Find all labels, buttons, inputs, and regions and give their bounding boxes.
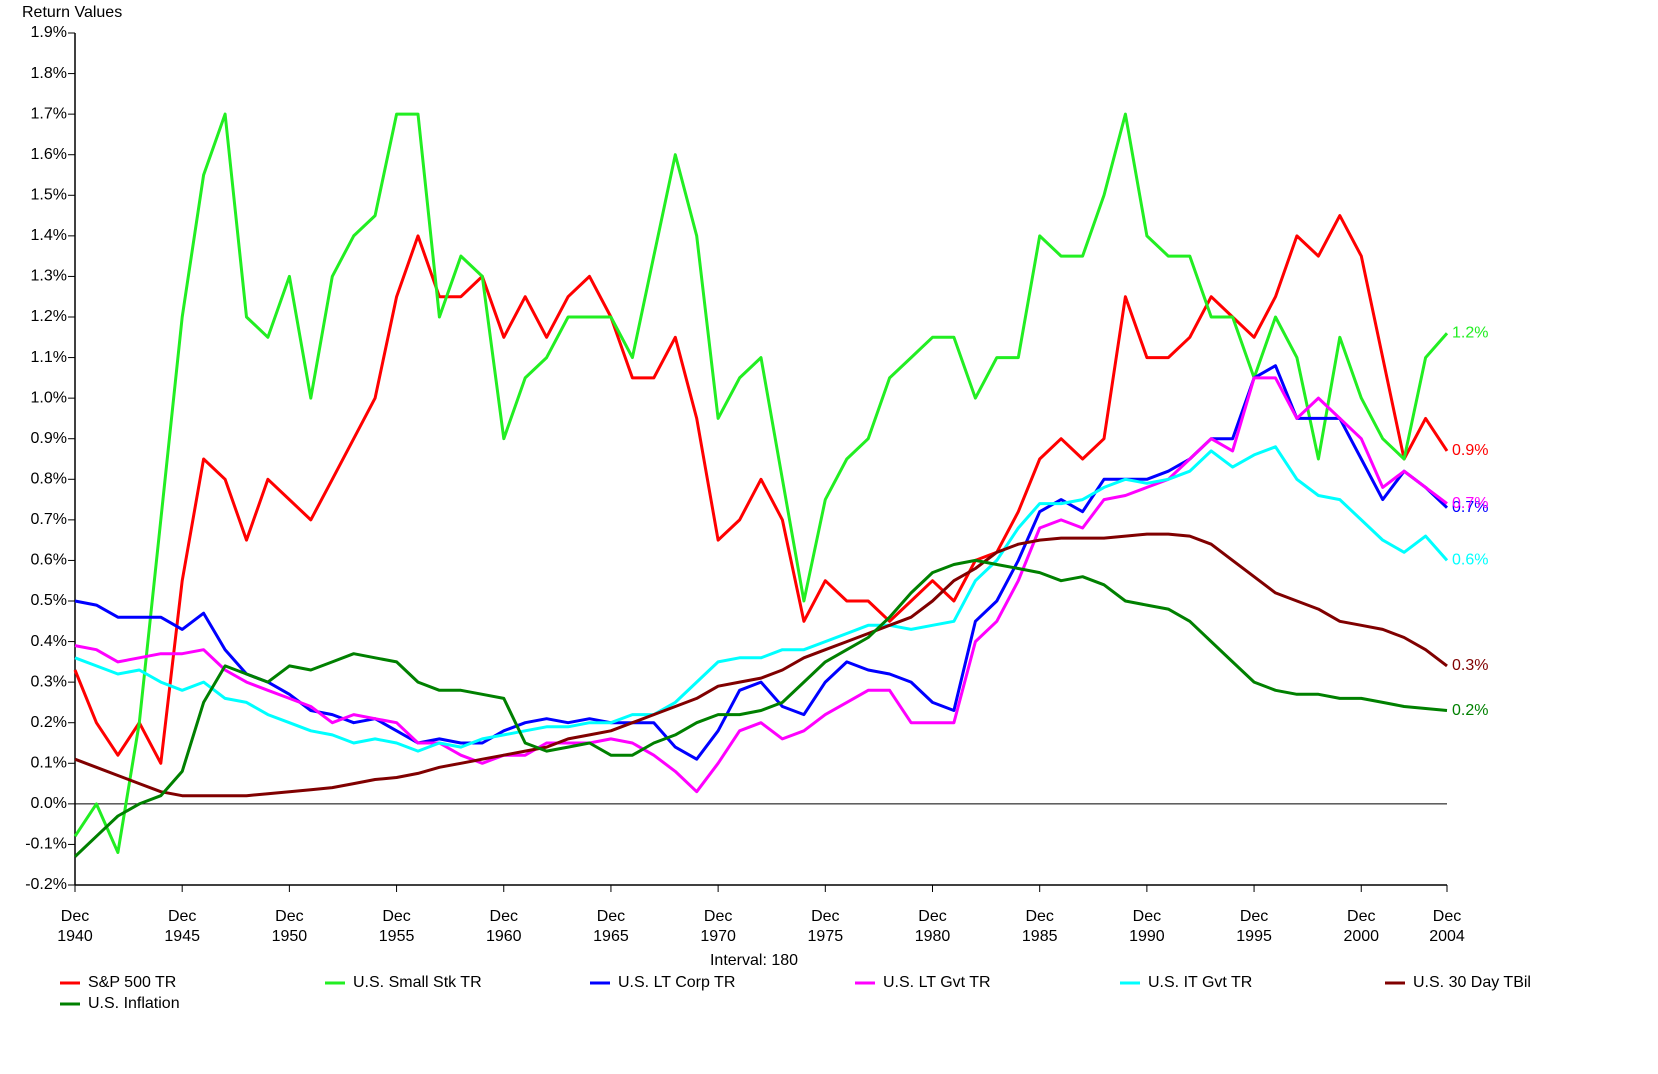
series-line bbox=[73, 558, 1448, 858]
y-tick-label: 0.3% bbox=[31, 673, 67, 690]
legend-label: U.S. Inflation bbox=[88, 995, 180, 1012]
legend-label: U.S. 30 Day TBil bbox=[1413, 974, 1531, 991]
y-axis-title: Return Values bbox=[22, 4, 122, 21]
x-tick-label: Dec 2000 bbox=[1343, 908, 1380, 945]
legend-label: U.S. LT Corp TR bbox=[618, 974, 735, 991]
y-tick-label: 0.4% bbox=[31, 633, 67, 650]
x-tick-label: Dec 1995 bbox=[1236, 908, 1272, 945]
end-label: 0.6% bbox=[1452, 552, 1488, 569]
x-tick-label: Dec 1990 bbox=[1129, 908, 1165, 945]
y-tick-label: 1.0% bbox=[31, 389, 67, 406]
legend-label: U.S. LT Gvt TR bbox=[883, 974, 991, 991]
x-tick-label: Dec 1970 bbox=[700, 908, 736, 945]
y-tick-label: 0.5% bbox=[31, 592, 67, 609]
y-tick-label: 0.8% bbox=[31, 471, 67, 488]
x-tick-label: Dec 1945 bbox=[164, 908, 200, 945]
end-label: 0.7% bbox=[1452, 495, 1488, 512]
x-tick-label: Dec 1965 bbox=[593, 908, 629, 945]
y-tick-label: 1.2% bbox=[31, 308, 67, 325]
legend-label: U.S. IT Gvt TR bbox=[1148, 974, 1252, 991]
end-label: 0.7% bbox=[1452, 499, 1488, 516]
y-tick-label: 1.3% bbox=[31, 268, 67, 285]
x-tick-label: Dec 1975 bbox=[807, 908, 844, 945]
x-tick-label: Dec 1955 bbox=[378, 908, 415, 945]
x-axis-title: Interval: 180 bbox=[710, 952, 798, 969]
series-line bbox=[74, 376, 1448, 794]
legend-label: U.S. Small Stk TR bbox=[353, 974, 482, 991]
y-tick-label: 1.1% bbox=[31, 349, 67, 366]
y-tick-label: 0.0% bbox=[31, 795, 67, 812]
y-tick-label: 0.6% bbox=[31, 552, 67, 569]
y-tick-label: 1.4% bbox=[31, 227, 67, 244]
y-tick-label: 1.5% bbox=[31, 187, 67, 204]
x-tick-label: Dec 1960 bbox=[485, 908, 522, 945]
end-label: 0.9% bbox=[1452, 442, 1488, 459]
y-tick-label: 0.7% bbox=[31, 511, 67, 528]
x-tick-label: Dec 1980 bbox=[914, 908, 951, 945]
series-line bbox=[74, 532, 1448, 798]
series-line bbox=[74, 445, 1449, 753]
x-tick-label: Dec 1940 bbox=[57, 908, 93, 945]
x-tick-label: Dec 1950 bbox=[271, 908, 308, 945]
y-tick-label: 0.2% bbox=[31, 714, 67, 731]
y-tick-label: -0.2% bbox=[25, 876, 67, 893]
y-tick-label: 0.1% bbox=[31, 755, 67, 772]
x-tick-label: Dec 2004 bbox=[1429, 908, 1465, 945]
legend-label: S&P 500 TR bbox=[88, 974, 176, 991]
y-tick-label: 1.9% bbox=[31, 24, 67, 41]
y-tick-label: 1.6% bbox=[31, 146, 67, 163]
end-label: 0.3% bbox=[1452, 657, 1488, 674]
y-tick-label: 1.7% bbox=[31, 105, 67, 122]
series-line bbox=[73, 214, 1449, 765]
x-tick-label: Dec 1985 bbox=[1021, 908, 1058, 945]
y-tick-label: 0.9% bbox=[31, 430, 67, 447]
y-tick-label: 1.8% bbox=[31, 65, 67, 82]
end-label: 0.2% bbox=[1452, 702, 1488, 719]
y-tick-label: -0.1% bbox=[25, 836, 67, 853]
series-line bbox=[73, 112, 1449, 854]
end-label: 1.2% bbox=[1452, 324, 1488, 341]
